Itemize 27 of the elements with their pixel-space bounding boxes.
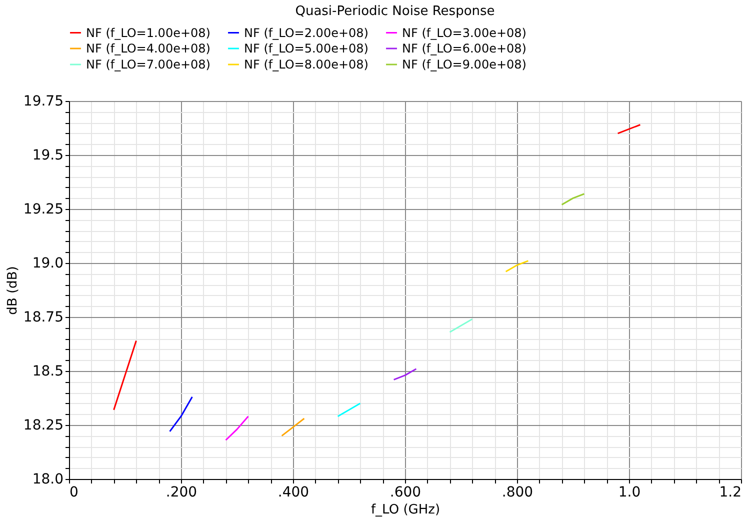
- y-tick-label: 18.0: [32, 472, 64, 488]
- y-tick-label: 18.75: [23, 310, 64, 326]
- x-tick-label: 1.0: [618, 484, 641, 500]
- x-axis-title: f_LO (GHz): [370, 502, 440, 518]
- chart-title: Quasi-Periodic Noise Response: [295, 4, 495, 19]
- legend-label: NF (f_LO=1.00e+08): [86, 26, 210, 40]
- x-tick-label: 1.2: [719, 484, 742, 500]
- x-tick-label: .800: [502, 484, 534, 500]
- y-tick-label: 19.0: [32, 256, 64, 272]
- x-tick-label: .400: [278, 484, 310, 500]
- y-tick-label: 18.25: [23, 418, 64, 434]
- legend-label: NF (f_LO=4.00e+08): [86, 42, 210, 56]
- legend-label: NF (f_LO=6.00e+08): [402, 42, 526, 56]
- legend-label: NF (f_LO=2.00e+08): [244, 26, 368, 40]
- y-tick-label: 18.5: [32, 364, 64, 380]
- legend-label: NF (f_LO=3.00e+08): [402, 26, 526, 40]
- x-tick-label: .200: [166, 484, 198, 500]
- legend-label: NF (f_LO=5.00e+08): [244, 42, 368, 56]
- x-tick-label: 0: [70, 484, 78, 500]
- x-tick-label: .600: [390, 484, 422, 500]
- y-tick-label: 19.25: [23, 202, 64, 218]
- y-tick-label: 19.75: [23, 94, 64, 110]
- legend-label: NF (f_LO=9.00e+08): [402, 58, 526, 72]
- y-tick-label: 19.5: [32, 148, 64, 164]
- legend-label: NF (f_LO=8.00e+08): [244, 58, 368, 72]
- y-axis-title: dB (dB): [5, 266, 20, 315]
- legend-label: NF (f_LO=7.00e+08): [86, 58, 210, 72]
